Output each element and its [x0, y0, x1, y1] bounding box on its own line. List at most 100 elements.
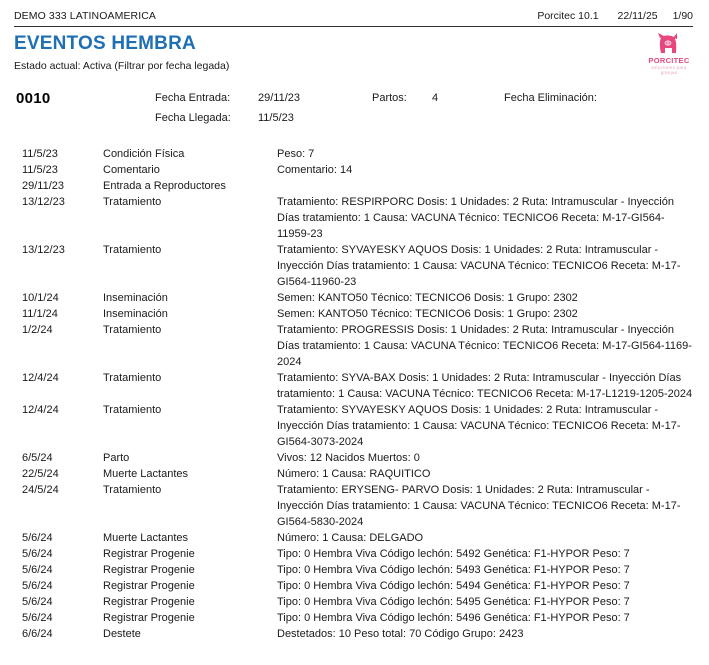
- page-number: 1/90: [672, 10, 693, 22]
- event-row: 1/2/24 Tratamiento Tratamiento: PROGRESSIS…: [0, 322, 709, 370]
- event-type: Comentario: [103, 164, 160, 176]
- title-block: EVENTOS HEMBRA Estado actual: Activa (Fi…: [14, 33, 614, 73]
- event-detail: Tipo: 0 Hembra Viva Código lechón: 5492 …: [277, 548, 630, 560]
- event-date: 1/2/24: [22, 324, 53, 336]
- event-date: 5/6/24: [22, 596, 53, 608]
- event-detail: Comentario: 14: [277, 164, 353, 176]
- event-detail: Destetados: 10 Peso total: 70 Código Gru…: [277, 628, 524, 640]
- fecha-llegada-value: 11/5/23: [258, 112, 294, 124]
- event-date: 5/6/24: [22, 612, 53, 624]
- event-type: Registrar Progenie: [103, 580, 195, 592]
- event-type: Tratamiento: [103, 404, 162, 416]
- event-date: 13/12/23: [22, 196, 65, 208]
- event-type: Tratamiento: [103, 244, 162, 256]
- event-detail: Tipo: 0 Hembra Viva Código lechón: 5494 …: [277, 580, 630, 592]
- event-date: 29/11/23: [22, 180, 65, 192]
- event-row: 5/6/24 Registrar Progenie Tipo: 0 Hembra V…: [0, 594, 709, 610]
- event-date: 5/6/24: [22, 532, 53, 544]
- event-date: 10/1/24: [22, 292, 59, 304]
- event-type: Tratamiento: [103, 372, 162, 384]
- event-detail: Tratamiento: SYVAYESKY AQUOS Dosis: 1 Un…: [277, 244, 681, 288]
- event-row: 6/5/24 Parto Vivos: 12 Nacidos Muertos: 0: [0, 450, 709, 466]
- report-date: 22/11/25: [617, 10, 658, 22]
- logo-wordmark: PORCITEC: [648, 56, 690, 65]
- event-type: Registrar Progenie: [103, 612, 195, 624]
- header-divider: [14, 26, 693, 27]
- event-row: 5/6/24 Registrar Progenie Tipo: 0 Hembra V…: [0, 578, 709, 594]
- event-date: 5/6/24: [22, 564, 53, 576]
- event-row: 5/6/24 Registrar Progenie Tipo: 0 Hembra V…: [0, 562, 709, 578]
- event-type: Parto: [103, 452, 130, 464]
- event-row: 6/6/24 Destete Destetados: 10 Peso total: …: [0, 626, 709, 642]
- event-date: 11/5/23: [22, 164, 58, 176]
- farm-name: DEMO 333 LATINOAMERICA: [14, 10, 157, 22]
- event-type: Registrar Progenie: [103, 564, 195, 576]
- fecha-llegada-label: Fecha Llegada:: [155, 112, 231, 124]
- event-detail: Tratamiento: SYVA-BAX Dosis: 1 Unidades:…: [277, 372, 693, 400]
- summary-row-1: Fecha Entrada: 29/11/23 Partos: 4 Fecha …: [0, 92, 709, 113]
- event-date: 24/5/24: [22, 484, 59, 496]
- logo-tagline: soluciones para granjas: [651, 65, 687, 75]
- event-type: Inseminación: [103, 292, 168, 304]
- event-type: Tratamiento: [103, 484, 162, 496]
- event-date: 5/6/24: [22, 580, 53, 592]
- events-table: 11/5/23 Condición Física Peso: 7 11/5/23 Com…: [0, 146, 709, 642]
- event-detail: Tipo: 0 Hembra Viva Código lechón: 5495 …: [277, 596, 630, 608]
- event-detail: Número: 1 Causa: RAQUITICO: [277, 468, 431, 480]
- event-type: Tratamiento: [103, 324, 162, 336]
- event-detail: Peso: 7: [277, 148, 315, 160]
- event-detail: Semen: KANTO50 Técnico: TECNICO6 Dosis: …: [277, 308, 578, 320]
- event-type: Registrar Progenie: [103, 548, 195, 560]
- event-type: Inseminación: [103, 308, 168, 320]
- event-row: 24/5/24 Tratamiento Tratamiento: ERYSENG- …: [0, 482, 709, 530]
- partos-label: Partos:: [372, 92, 407, 104]
- event-date: 12/4/24: [22, 372, 59, 384]
- porcitec-logo: PORCITEC soluciones para granjas: [643, 32, 695, 75]
- fecha-eliminacion-label: Fecha Eliminación:: [504, 92, 597, 104]
- software-version: Porcitec 10.1: [537, 10, 599, 22]
- event-detail: Tipo: 0 Hembra Viva Código lechón: 5496 …: [277, 612, 630, 624]
- event-date: 22/5/24: [22, 468, 59, 480]
- animal-id: 0010: [16, 90, 51, 107]
- event-row: 11/5/23 Comentario Comentario: 14: [0, 162, 709, 178]
- event-row: 12/4/24 Tratamiento Tratamiento: SYVA-BAX …: [0, 370, 709, 402]
- event-type: Muerte Lactantes: [103, 468, 188, 480]
- page-title: EVENTOS HEMBRA: [14, 33, 196, 54]
- event-row: 29/11/23 Entrada a Reproductores: [0, 178, 709, 194]
- event-type: Muerte Lactantes: [103, 532, 188, 544]
- summary-row-2: Fecha Llegada: 11/5/23: [0, 112, 709, 133]
- event-row: 11/1/24 Inseminación Semen: KANTO50 Técnic…: [0, 306, 709, 322]
- event-type: Destete: [103, 628, 141, 640]
- event-date: 5/6/24: [22, 548, 53, 560]
- event-detail: Tratamiento: RESPIRPORC Dosis: 1 Unidade…: [277, 196, 674, 240]
- event-detail: Tratamiento: ERYSENG- PARVO Dosis: 1 Uni…: [277, 484, 681, 528]
- event-date: 6/6/24: [22, 628, 53, 640]
- event-row: 5/6/24 Registrar Progenie Tipo: 0 Hembra V…: [0, 546, 709, 562]
- event-row: 13/12/23 Tratamiento Tratamiento: SYVAYESK…: [0, 242, 709, 290]
- pig-logo-icon: [658, 33, 677, 53]
- event-date: 12/4/24: [22, 404, 59, 416]
- event-type: Registrar Progenie: [103, 596, 195, 608]
- event-type: Entrada a Reproductores: [103, 180, 226, 192]
- event-row: 5/6/24 Muerte Lactantes Número: 1 Causa: D…: [0, 530, 709, 546]
- event-date: 11/1/24: [22, 308, 58, 320]
- event-date: 6/5/24: [22, 452, 53, 464]
- partos-value: 4: [432, 92, 439, 104]
- event-detail: Tratamiento: SYVAYESKY AQUOS Dosis: 1 Un…: [277, 404, 681, 448]
- event-row: 22/5/24 Muerte Lactantes Número: 1 Causa: …: [0, 466, 709, 482]
- event-type: Tratamiento: [103, 196, 162, 208]
- report-header: DEMO 333 LATINOAMERICA Porcitec 10.1 22/…: [14, 10, 693, 28]
- event-detail: Vivos: 12 Nacidos Muertos: 0: [277, 452, 420, 464]
- header-meta: Porcitec 10.1 22/11/25 1/90: [537, 10, 693, 22]
- event-row: 10/1/24 Inseminación Semen: KANTO50 Técnic…: [0, 290, 709, 306]
- event-type: Condición Física: [103, 148, 185, 160]
- fecha-entrada-value: 29/11/23: [258, 92, 301, 104]
- event-date: 13/12/23: [22, 244, 65, 256]
- event-detail: Semen: KANTO50 Técnico: TECNICO6 Dosis: …: [277, 292, 578, 304]
- event-date: 11/5/23: [22, 148, 58, 160]
- event-detail: Tipo: 0 Hembra Viva Código lechón: 5493 …: [277, 564, 630, 576]
- fecha-entrada-label: Fecha Entrada:: [155, 92, 231, 104]
- page-subtitle: Estado actual: Activa (Filtrar por fecha…: [14, 60, 230, 72]
- event-detail: Número: 1 Causa: DELGADO: [277, 532, 424, 544]
- event-row: 11/5/23 Condición Física Peso: 7: [0, 146, 709, 162]
